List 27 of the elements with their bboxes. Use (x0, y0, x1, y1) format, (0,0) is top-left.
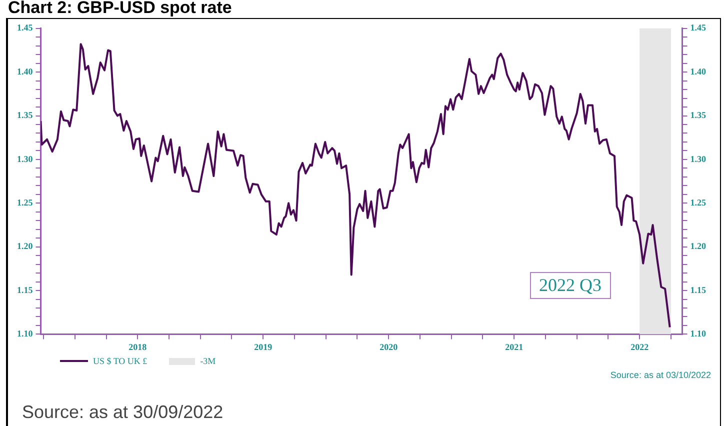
y-tick-label: 1.40 (17, 66, 34, 76)
y-tick-label: 1.30 (17, 154, 34, 164)
source-note: Source: as at 30/09/2022 (22, 402, 224, 423)
x-tick-label: 2018 (128, 342, 148, 352)
chart-title: Chart 2: GBP-USD spot rate (8, 0, 232, 18)
y2-tick-label: 1.10 (690, 328, 706, 339)
y2-tick-label: 1.15 (690, 284, 706, 295)
y2-tick-label: 1.35 (690, 110, 706, 120)
y-tick-label: 1.15 (17, 284, 34, 295)
x-tick-label: 2020 (380, 342, 398, 352)
y2-tick-label: 1.40 (690, 66, 706, 76)
y2-tick-label: 1.45 (690, 22, 706, 33)
y-tick-label: 1.25 (17, 197, 34, 208)
y-tick-label: 1.35 (17, 110, 34, 120)
legend-label: -3M (200, 356, 216, 366)
y-tick-label: 1.20 (17, 241, 34, 252)
y-tick-label: 1.10 (17, 328, 34, 339)
legend-label: US $ TO UK £ (93, 356, 148, 366)
source-note: Source: as at 03/10/2022 (610, 370, 711, 380)
y2-tick-label: 1.25 (690, 197, 706, 208)
annotation: 2022 Q3 (530, 272, 610, 299)
x-tick-label: 2019 (254, 342, 273, 352)
y2-tick-label: 1.30 (690, 154, 706, 164)
x-tick-label: 2021 (505, 342, 524, 352)
y-tick-label: 1.45 (17, 22, 34, 33)
x-tick-label: 2022 (630, 342, 650, 352)
y2-tick-label: 1.20 (690, 241, 706, 252)
